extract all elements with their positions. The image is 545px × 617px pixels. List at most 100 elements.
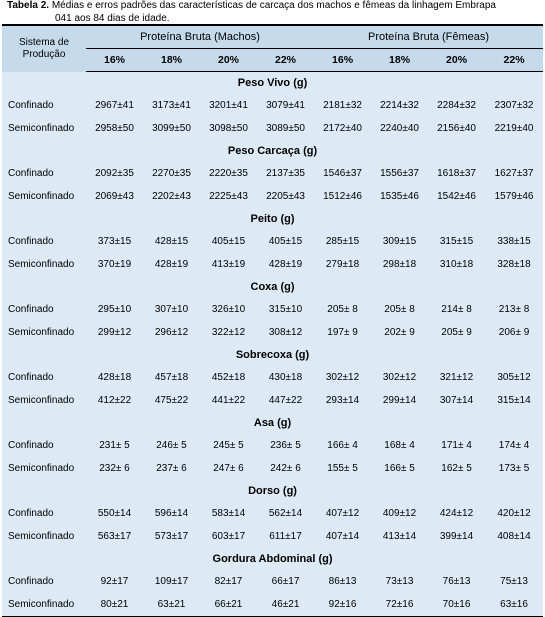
table-cell: 155± 5 <box>327 463 358 474</box>
table-cell: 308±12 <box>268 327 303 338</box>
section-title-row: Gordura Abdominal (g) <box>2 548 544 570</box>
row-label: Confinado <box>8 440 54 451</box>
row-label: Semiconfinado <box>8 191 75 202</box>
table-cell: 562±14 <box>268 508 303 519</box>
row-label: Semiconfinado <box>8 123 75 134</box>
table-cell: 611±17 <box>269 531 302 542</box>
table-cell: 412±22 <box>97 395 132 406</box>
section-title: Peito (g) <box>2 208 544 230</box>
table-cell: 299±12 <box>97 327 132 338</box>
table-row: Semiconfinado 80±21 63±21 66±21 46±21 92±16 72… <box>2 593 544 617</box>
table-cell: 428±19 <box>154 259 189 270</box>
table-cell: 307±10 <box>154 304 189 315</box>
table-cell: 315±15 <box>439 236 474 247</box>
table-cell: 295±10 <box>97 304 132 315</box>
table-cell: 328±18 <box>497 259 531 270</box>
table-cell: 72±16 <box>371 593 429 617</box>
caption-text-line1: Médias e erros padrões das característic… <box>51 0 496 11</box>
table-cell: 603±17 <box>211 531 246 542</box>
section-title-row: Peso Carcaça (g) <box>2 140 544 162</box>
table-cell: 205± 8 <box>384 304 415 315</box>
table-cell: 457±18 <box>154 372 189 383</box>
table-cell: 166± 5 <box>384 463 415 474</box>
table-cell: 246± 5 <box>156 440 187 451</box>
section-title: Asa (g) <box>2 412 544 434</box>
table-cell: 2092±35 <box>95 168 134 179</box>
table-cell: 310±18 <box>439 259 474 270</box>
table-cell: 428±19 <box>268 259 303 270</box>
table-cell: 213± 8 <box>498 304 530 315</box>
table-cell: 550±14 <box>97 508 132 519</box>
row-label: Semiconfinado <box>8 259 75 270</box>
table-cell: 2220±35 <box>209 168 248 179</box>
table-cell: 242± 6 <box>270 463 301 474</box>
table-cell: 573±17 <box>154 531 189 542</box>
table-cell: 326±10 <box>211 304 246 315</box>
table-cell: 299±14 <box>382 395 417 406</box>
table-cell: 1535±46 <box>380 191 419 202</box>
table-cell: 3201±41 <box>209 100 248 111</box>
table-caption: Tabela 2. Médias e erros padrões das car… <box>7 0 543 25</box>
table-cell: 447±22 <box>268 395 303 406</box>
table-cell: 3089±50 <box>266 123 305 134</box>
table-cell: 2270±35 <box>152 168 191 179</box>
section-title-row: Coxa (g) <box>2 276 544 298</box>
section-title: Peso Carcaça (g) <box>2 140 544 162</box>
table-cell: 214± 8 <box>441 304 472 315</box>
header-row-groups: Sistema de Produção Proteína Bruta (Mach… <box>2 25 544 60</box>
table-cell: 424±12 <box>439 508 474 519</box>
table-cell: 307±14 <box>439 395 474 406</box>
table-cell: 171± 4 <box>441 440 472 451</box>
table-cell: 2219±40 <box>494 123 534 134</box>
table-cell: 1618±37 <box>437 168 476 179</box>
carcass-table: Sistema de Produção Proteína Bruta (Mach… <box>2 24 544 617</box>
section-title: Coxa (g) <box>2 276 544 298</box>
level-header: 18% <box>371 48 429 72</box>
table-cell: 405±15 <box>211 236 246 247</box>
row-label: Confinado <box>8 508 54 519</box>
table-cell: 475±22 <box>154 395 189 406</box>
table-cell: 76±13 <box>442 576 471 587</box>
level-header: 18% <box>143 48 200 72</box>
table-cell: 315±10 <box>268 304 303 315</box>
table-row: Confinado 92±17 109±17 82±17 66±17 86±13 73±13… <box>2 570 543 593</box>
table-cell: 174± 4 <box>498 440 530 451</box>
table-cell: 2137±35 <box>266 168 305 179</box>
section-title-row: Peso Vivo (g) <box>2 71 544 94</box>
table-cell: 370±19 <box>97 259 132 270</box>
table-cell: 80±21 <box>86 593 143 617</box>
table-cell: 430±18 <box>268 372 303 383</box>
table-cell: 293±14 <box>325 395 360 406</box>
table-cell: 305±12 <box>497 372 531 383</box>
table-cell: 70±16 <box>428 593 486 617</box>
table-cell: 206± 9 <box>498 327 530 338</box>
table-cell: 338±15 <box>497 236 531 247</box>
level-header: 20% <box>200 48 257 72</box>
row-label: Semiconfinado <box>8 327 75 338</box>
table-cell: 237± 6 <box>156 463 187 474</box>
table-cell: 82±17 <box>214 576 243 587</box>
table-cell: 1579±46 <box>494 191 534 202</box>
table-cell: 407±14 <box>325 531 360 542</box>
table-cell: 405±15 <box>268 236 303 247</box>
table-cell: 596±14 <box>154 508 189 519</box>
table-cell: 399±14 <box>439 531 474 542</box>
table-cell: 236± 5 <box>270 440 301 451</box>
table-cell: 92±17 <box>100 576 129 587</box>
table-cell: 2240±40 <box>380 123 419 134</box>
row-label: Semiconfinado <box>2 593 86 617</box>
table-cell: 408±14 <box>497 531 531 542</box>
table-cell: 296±12 <box>154 327 189 338</box>
table-cell: 63±21 <box>143 593 200 617</box>
row-label: Semiconfinado <box>8 395 75 406</box>
row-label: Confinado <box>8 304 54 315</box>
table-cell: 231± 5 <box>99 440 130 451</box>
table-cell: 46±21 <box>257 593 315 617</box>
table-cell: 428±15 <box>154 236 189 247</box>
row-label: Confinado <box>8 100 54 111</box>
table-cell: 298±18 <box>382 259 417 270</box>
level-header: 20% <box>428 48 486 72</box>
table-row: Confinado 2967±41 3173±41 3201±41 3079±41 218… <box>2 94 543 117</box>
table-cell: 1512±46 <box>323 191 362 202</box>
table-cell: 2069±43 <box>95 191 134 202</box>
